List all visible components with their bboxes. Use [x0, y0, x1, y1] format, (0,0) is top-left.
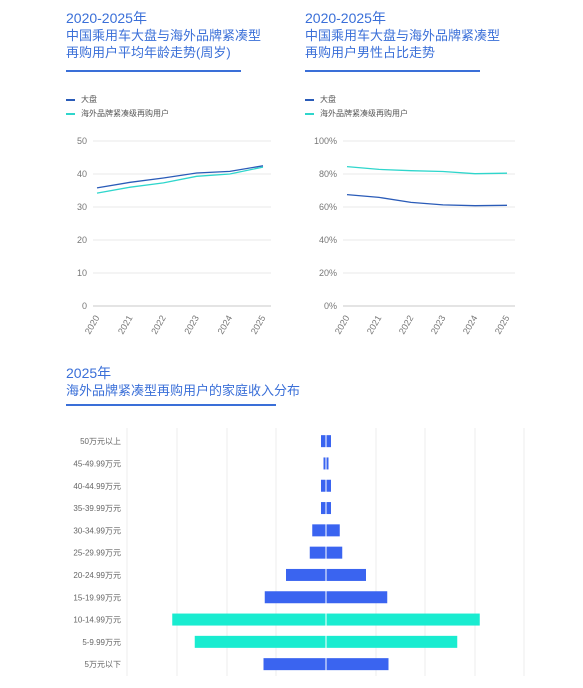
category-label: 30-34.99万元 [73, 526, 121, 535]
y-tick-label: 60% [319, 202, 337, 212]
category-label: 10-14.99万元 [73, 616, 121, 625]
category-label: 45-49.99万元 [73, 459, 121, 468]
y-tick-label: 0 [82, 301, 87, 311]
y-tick-label: 80% [319, 169, 337, 179]
legend-swatch-overseas [305, 113, 314, 115]
left-chart-title: 2020-2025年 中国乘用车大盘与海外品牌紧凑型 再购用户平均年龄走势(周岁… [66, 10, 261, 61]
y-tick-label: 100% [314, 136, 337, 146]
left-title-line2: 中国乘用车大盘与海外品牌紧凑型 [66, 28, 262, 43]
legend-swatch-overseas [66, 113, 75, 115]
left-title-line3: 再购用户平均年龄走势(周岁) [66, 45, 231, 60]
x-tick-label: 2023 [182, 314, 201, 336]
y-tick-label: 20% [319, 268, 337, 278]
x-tick-label: 2025 [249, 314, 268, 336]
y-tick-label: 50 [77, 136, 87, 146]
y-tick-label: 10 [77, 268, 87, 278]
legend-label-overseas: 海外品牌紧凑级再购用户 [81, 109, 169, 118]
right-title-line3: 再购用户男性占比走势 [305, 45, 436, 60]
series-line-dapan [346, 193, 508, 207]
category-label: 5-9.99万元 [82, 638, 121, 647]
x-tick-label: 2024 [461, 314, 480, 336]
x-tick-label: 2022 [149, 314, 168, 336]
bottom-title-underline [66, 404, 276, 406]
x-tick-label: 2025 [493, 314, 512, 336]
category-label: 25-29.99万元 [73, 549, 121, 558]
category-label: 40-44.99万元 [73, 482, 121, 491]
category-label: 15-19.99万元 [73, 593, 121, 602]
right-title-line1: 2020-2025年 [305, 10, 386, 26]
x-tick-label: 2021 [365, 314, 384, 336]
legend-item-overseas: 海外品牌紧凑级再购用户 [305, 107, 408, 121]
x-tick-label: 2020 [333, 314, 352, 336]
legend-label-dapan: 大盘 [320, 95, 336, 104]
legend-label-overseas: 海外品牌紧凑级再购用户 [320, 109, 408, 118]
bottom-title-line2: 海外品牌紧凑型再购用户的家庭收入分布 [66, 383, 301, 398]
male-ratio-chart-plot: 0% 20% 40% 60% 80% 100% 2020 2021 2022 2023 2024 20… [314, 136, 515, 336]
right-title-underline [305, 70, 480, 72]
category-label: 20-24.99万元 [73, 571, 121, 580]
x-tick-label: 2020 [83, 314, 102, 336]
y-tick-label: 0% [324, 301, 337, 311]
x-tick-label: 2021 [116, 314, 135, 336]
left-legend: 大盘 海外品牌紧凑级再购用户 [66, 93, 169, 121]
bottom-title-line1: 2025年 [66, 365, 112, 381]
right-title-line2: 中国乘用车大盘与海外品牌紧凑型 [305, 28, 501, 43]
x-tick-label: 2022 [397, 314, 416, 336]
legend-label-dapan: 大盘 [81, 95, 97, 104]
income-bar-chart: 50万元以上 45-49.99万元 40-44.99万元 35-39.99万元 30-3… [73, 428, 525, 676]
category-label: 50万元以上 [80, 437, 121, 446]
legend-item-overseas: 海外品牌紧凑级再购用户 [66, 107, 169, 121]
series-line-dapan [96, 165, 264, 189]
legend-swatch-dapan [305, 99, 314, 101]
category-label: 35-39.99万元 [73, 504, 121, 513]
y-tick-label: 40 [77, 169, 87, 179]
legend-item-dapan: 大盘 [305, 93, 408, 107]
right-chart-title: 2020-2025年 中国乘用车大盘与海外品牌紧凑型 再购用户男性占比走势 [305, 10, 500, 61]
y-tick-label: 40% [319, 235, 337, 245]
age-chart-plot: 0 10 20 30 40 50 2020 2021 2022 2023 2024 2025 [77, 136, 271, 336]
bottom-chart-title: 2025年 海外品牌紧凑型再购用户的家庭收入分布 [66, 365, 300, 399]
left-title-line1: 2020-2025年 [66, 10, 147, 26]
x-tick-label: 2024 [216, 314, 235, 336]
y-tick-label: 20 [77, 235, 87, 245]
y-tick-label: 30 [77, 202, 87, 212]
left-title-underline [66, 70, 241, 72]
x-tick-label: 2023 [429, 314, 448, 336]
series-line-overseas [346, 165, 508, 175]
legend-item-dapan: 大盘 [66, 93, 169, 107]
legend-swatch-dapan [66, 99, 75, 101]
series-line-overseas [96, 166, 264, 194]
right-legend: 大盘 海外品牌紧凑级再购用户 [305, 93, 408, 121]
category-label: 5万元以下 [85, 660, 121, 669]
